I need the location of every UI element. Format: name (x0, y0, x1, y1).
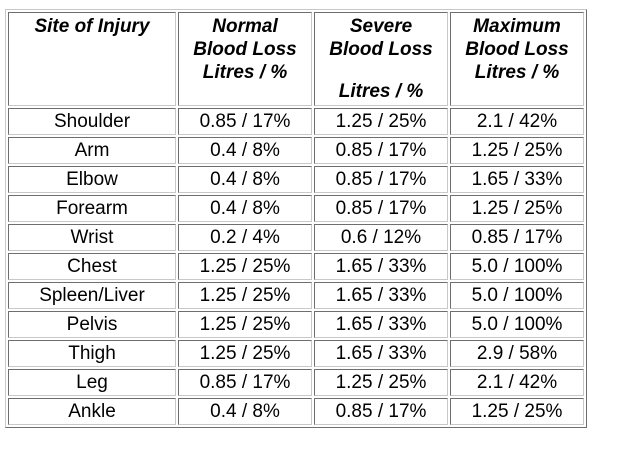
header-maximum-line-1: Maximum (473, 16, 561, 37)
cell-normal: 0.4 / 8% (178, 195, 312, 222)
table-row: Wrist 0.2 / 4% 0.6 / 12% 0.85 / 17% (8, 224, 584, 251)
cell-site: Thigh (8, 340, 176, 367)
table-row: Forearm 0.4 / 8% 0.85 / 17% 1.25 / 25% (8, 195, 584, 222)
header-normal-line-2: Blood Loss (193, 39, 297, 60)
cell-maximum: 5.0 / 100% (450, 311, 584, 338)
table-row: Arm 0.4 / 8% 0.85 / 17% 1.25 / 25% (8, 137, 584, 164)
table-row: Thigh 1.25 / 25% 1.65 / 33% 2.9 / 58% (8, 340, 584, 367)
cell-severe: 1.65 / 33% (314, 282, 448, 309)
cell-severe: 0.85 / 17% (314, 398, 448, 425)
table-row: Leg 0.85 / 17% 1.25 / 25% 2.1 / 42% (8, 369, 584, 396)
blood-loss-table: Site of Injury Normal Blood Loss Litres … (5, 9, 587, 428)
cell-maximum: 1.25 / 25% (450, 137, 584, 164)
table-row: Pelvis 1.25 / 25% 1.65 / 33% 5.0 / 100% (8, 311, 584, 338)
cell-maximum: 0.85 / 17% (450, 224, 584, 251)
header-maximum-line-3: Litres / % (474, 62, 560, 83)
cell-severe: 0.85 / 17% (314, 195, 448, 222)
cell-site: Ankle (8, 398, 176, 425)
cell-site: Elbow (8, 166, 176, 193)
cell-normal: 1.25 / 25% (178, 253, 312, 280)
header-severe-line-3: Litres / % (338, 81, 424, 102)
header-normal-line-1: Normal (212, 16, 278, 37)
cell-maximum: 2.1 / 42% (450, 369, 584, 396)
cell-site: Wrist (8, 224, 176, 251)
table-row: Chest 1.25 / 25% 1.65 / 33% 5.0 / 100% (8, 253, 584, 280)
cell-site: Arm (8, 137, 176, 164)
cell-normal: 0.85 / 17% (178, 108, 312, 135)
header-normal-line-3: Litres / % (202, 62, 288, 83)
header-normal-blood-loss: Normal Blood Loss Litres / % (178, 12, 312, 106)
cell-maximum: 2.9 / 58% (450, 340, 584, 367)
table-row: Elbow 0.4 / 8% 0.85 / 17% 1.65 / 33% (8, 166, 584, 193)
cell-site: Leg (8, 369, 176, 396)
cell-severe: 1.25 / 25% (314, 108, 448, 135)
cell-normal: 1.25 / 25% (178, 282, 312, 309)
header-site-of-injury: Site of Injury (8, 12, 176, 106)
cell-maximum: 2.1 / 42% (450, 108, 584, 135)
cell-normal: 1.25 / 25% (178, 340, 312, 367)
header-maximum-blood-loss: Maximum Blood Loss Litres / % (450, 12, 584, 106)
cell-site: Chest (8, 253, 176, 280)
cell-normal: 0.4 / 8% (178, 137, 312, 164)
cell-maximum: 1.25 / 25% (450, 195, 584, 222)
header-site-line-1: Site of Injury (34, 16, 150, 37)
header-maximum-line-2: Blood Loss (465, 39, 569, 60)
table-body: Shoulder 0.85 / 17% 1.25 / 25% 2.1 / 42%… (8, 108, 584, 425)
header-severe-line-2: Blood Loss (329, 39, 433, 60)
cell-severe: 1.65 / 33% (314, 340, 448, 367)
cell-severe: 1.65 / 33% (314, 253, 448, 280)
cell-normal: 0.4 / 8% (178, 398, 312, 425)
table-row: Shoulder 0.85 / 17% 1.25 / 25% 2.1 / 42% (8, 108, 584, 135)
cell-maximum: 1.25 / 25% (450, 398, 584, 425)
cell-severe: 1.65 / 33% (314, 311, 448, 338)
cell-normal: 1.25 / 25% (178, 311, 312, 338)
cell-site: Spleen/Liver (8, 282, 176, 309)
cell-site: Pelvis (8, 311, 176, 338)
cell-maximum: 1.65 / 33% (450, 166, 584, 193)
cell-maximum: 5.0 / 100% (450, 253, 584, 280)
cell-normal: 0.4 / 8% (178, 166, 312, 193)
header-severe-line-1: Severe (349, 16, 413, 37)
header-severe-blood-loss: Severe Blood Loss Litres / % (314, 12, 448, 106)
cell-severe: 0.85 / 17% (314, 166, 448, 193)
table-row: Ankle 0.4 / 8% 0.85 / 17% 1.25 / 25% (8, 398, 584, 425)
table-row: Spleen/Liver 1.25 / 25% 1.65 / 33% 5.0 /… (8, 282, 584, 309)
cell-severe: 1.25 / 25% (314, 369, 448, 396)
cell-maximum: 5.0 / 100% (450, 282, 584, 309)
cell-site: Forearm (8, 195, 176, 222)
cell-severe: 0.85 / 17% (314, 137, 448, 164)
cell-severe: 0.6 / 12% (314, 224, 448, 251)
header-row: Site of Injury Normal Blood Loss Litres … (8, 12, 584, 106)
cell-normal: 0.85 / 17% (178, 369, 312, 396)
cell-normal: 0.2 / 4% (178, 224, 312, 251)
cell-site: Shoulder (8, 108, 176, 135)
